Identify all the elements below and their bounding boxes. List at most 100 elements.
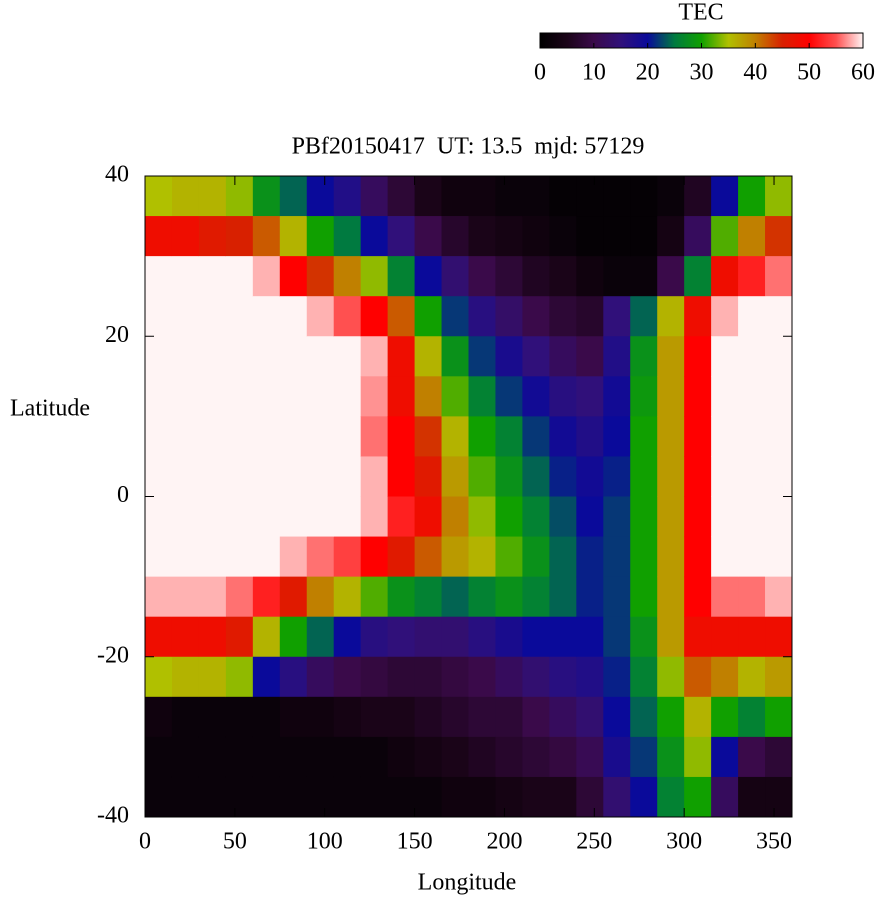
heat-cell [522, 536, 550, 578]
heat-cell [198, 656, 227, 698]
heat-cell [252, 416, 281, 457]
heat-cell [145, 456, 173, 497]
heat-cell [198, 696, 227, 738]
heat-cell [306, 776, 335, 818]
heat-cell [387, 576, 416, 618]
heat-cell [333, 616, 362, 658]
heat-cell [495, 776, 523, 818]
heat-cell [657, 736, 685, 778]
heat-cell [522, 456, 550, 497]
heat-cell [738, 216, 766, 257]
heat-cell [738, 376, 766, 417]
heat-cell [198, 256, 227, 297]
heat-cell [360, 376, 389, 417]
heat-cell [333, 736, 362, 778]
heat-cell [306, 256, 335, 297]
heat-cell [603, 576, 631, 618]
heat-cell [549, 776, 577, 818]
heat-cell [360, 496, 389, 538]
heat-cell [495, 176, 523, 217]
heat-cell [171, 336, 200, 377]
heat-cell [279, 176, 308, 217]
x-tick-label: 250 [576, 829, 612, 855]
heat-cell [549, 536, 577, 578]
heat-cell [225, 176, 254, 217]
heat-cell [360, 456, 389, 497]
colorbar-tick-label: 20 [636, 60, 660, 86]
heat-cell [738, 456, 766, 497]
heat-cell [711, 176, 739, 217]
heat-cell [684, 336, 712, 377]
heat-cell [657, 656, 685, 698]
heat-cell [306, 616, 335, 658]
heat-cell [603, 176, 631, 217]
heat-cell [522, 336, 550, 377]
heat-cell [252, 176, 281, 217]
heat-cell [495, 416, 523, 457]
heat-cell [360, 576, 389, 618]
heat-cell [387, 256, 416, 297]
heat-cell [603, 776, 631, 818]
heat-cell [522, 176, 550, 217]
heat-cell [441, 736, 469, 778]
heat-cell [360, 256, 389, 297]
heat-cell [414, 576, 443, 618]
heat-cell [549, 176, 577, 217]
heat-cell [657, 416, 685, 457]
heat-cell [576, 576, 604, 618]
heat-cell [252, 616, 281, 658]
heat-cell [198, 536, 227, 578]
heat-cell [225, 776, 254, 818]
heat-cell [684, 256, 712, 297]
heat-cell [711, 696, 739, 738]
heat-cell [657, 376, 685, 417]
heat-cell [225, 296, 254, 337]
heat-cell [306, 536, 335, 578]
heat-cell [765, 576, 793, 618]
heat-cell [225, 376, 254, 417]
heat-cell [684, 416, 712, 457]
heat-cell [252, 456, 281, 497]
heat-cell [711, 296, 739, 337]
heat-cell [711, 496, 739, 538]
heat-cell [333, 696, 362, 738]
heat-cell [468, 696, 496, 738]
heat-cell [306, 296, 335, 337]
heat-cell [252, 656, 281, 698]
heat-cell [387, 416, 416, 457]
heat-cell [360, 216, 389, 257]
heat-cell [522, 376, 550, 417]
y-axis-label: Latitude [10, 396, 90, 422]
heat-cell [414, 376, 443, 417]
heat-cell [252, 376, 281, 417]
heat-cell [171, 616, 200, 658]
heat-cell [171, 736, 200, 778]
heat-cell [441, 496, 469, 538]
heat-cell [279, 576, 308, 618]
x-axis-label: Longitude [418, 870, 517, 896]
heat-cell [414, 256, 443, 297]
heat-cell [576, 736, 604, 778]
heat-cell [252, 296, 281, 337]
heat-cell [279, 736, 308, 778]
heat-cell [603, 696, 631, 738]
heat-cell [711, 616, 739, 658]
heat-cell [279, 456, 308, 497]
heat-cell [145, 736, 173, 778]
heat-cell [603, 296, 631, 337]
heat-cell [738, 576, 766, 618]
heat-cell [441, 656, 469, 698]
heat-cell [630, 656, 658, 698]
heat-cell [171, 696, 200, 738]
heat-cell [657, 296, 685, 337]
heat-cell [198, 336, 227, 377]
heat-cell [576, 256, 604, 297]
heat-cell [145, 416, 173, 457]
colorbar-tick-label: 0 [534, 60, 546, 86]
heat-cell [360, 296, 389, 337]
heat-cell [549, 456, 577, 497]
heat-cell [657, 616, 685, 658]
heat-cell [603, 336, 631, 377]
chart-title: PBf20150417 UT: 13.5 mjd: 57129 [292, 134, 645, 160]
heat-cell [171, 656, 200, 698]
